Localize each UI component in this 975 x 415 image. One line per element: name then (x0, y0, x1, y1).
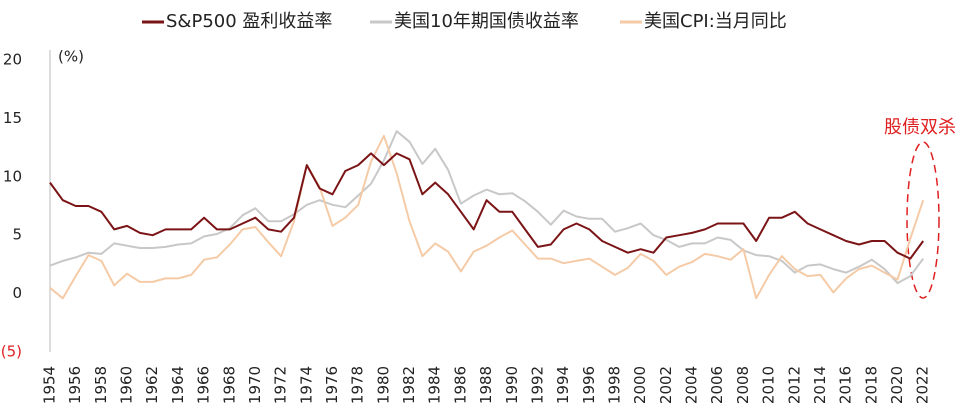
series-line (49, 152, 925, 260)
y-tick-label: 15 (3, 109, 22, 127)
x-tick-label: 1968 (220, 366, 238, 404)
x-tick-label: 1998 (605, 366, 623, 404)
series-line (49, 134, 925, 300)
x-tick-label: 1966 (195, 366, 213, 404)
x-tick-label: 2006 (708, 366, 726, 404)
x-tick-label: 2018 (862, 366, 880, 404)
annotation-ellipse (906, 141, 940, 299)
legend: S&P500 盈利收益率 美国10年期国债收益率 美国CPI:当月同比 (142, 11, 787, 32)
x-tick-label: 1988 (477, 366, 495, 404)
legend-label: 美国10年期国债收益率 (394, 11, 579, 32)
y-axis-label: (%) (58, 48, 84, 66)
y-tick-label: 5 (12, 226, 22, 244)
y-tick-label: 10 (3, 167, 22, 185)
x-tick-label: 1956 (66, 366, 84, 404)
x-tick-label: 2004 (683, 366, 701, 404)
x-tick-label: 1974 (297, 366, 315, 404)
y-tick-label: 0 (12, 284, 22, 302)
x-tick-label: 1954 (41, 366, 59, 404)
x-tick-label: 2010 (760, 366, 778, 404)
x-tick-label: 1990 (503, 366, 521, 404)
x-tick-label: 1960 (118, 366, 136, 404)
x-tick-label: 2002 (657, 366, 675, 404)
x-tick-label: 1972 (272, 366, 290, 404)
x-tick-label: 1976 (323, 366, 341, 404)
x-tick-label: 2000 (631, 366, 649, 404)
x-tick-label: 2008 (734, 366, 752, 404)
x-tick-label: 1984 (426, 366, 444, 404)
x-tick-label: 1978 (349, 366, 367, 404)
legend-label: S&P500 盈利收益率 (166, 11, 332, 32)
x-tick-label: 1970 (246, 366, 264, 404)
x-tick-label: 2022 (914, 366, 932, 404)
x-tick-label: 1992 (528, 366, 546, 404)
x-tick-label: 2012 (785, 366, 803, 404)
x-tick-label: 1962 (143, 366, 161, 404)
x-tick-label: 1996 (580, 366, 598, 404)
y-tick-label: (5) (1, 343, 22, 361)
x-tick-label: 1964 (169, 366, 187, 404)
x-tick-label: 1994 (554, 366, 572, 404)
x-tick-label: 2016 (837, 366, 855, 404)
series-line (49, 130, 925, 285)
x-tick-label: 2014 (811, 366, 829, 404)
x-tick-label: 1982 (400, 366, 418, 404)
annotation: 股债双杀 (884, 117, 956, 138)
legend-label: 美国CPI:当月同比 (644, 11, 787, 32)
x-tick-label: 1986 (451, 366, 469, 404)
x-tick-label: 2020 (888, 366, 906, 404)
x-tick-label: 1980 (374, 366, 392, 404)
x-tick-label: 1958 (92, 366, 110, 404)
y-tick-label: 20 (3, 51, 22, 69)
